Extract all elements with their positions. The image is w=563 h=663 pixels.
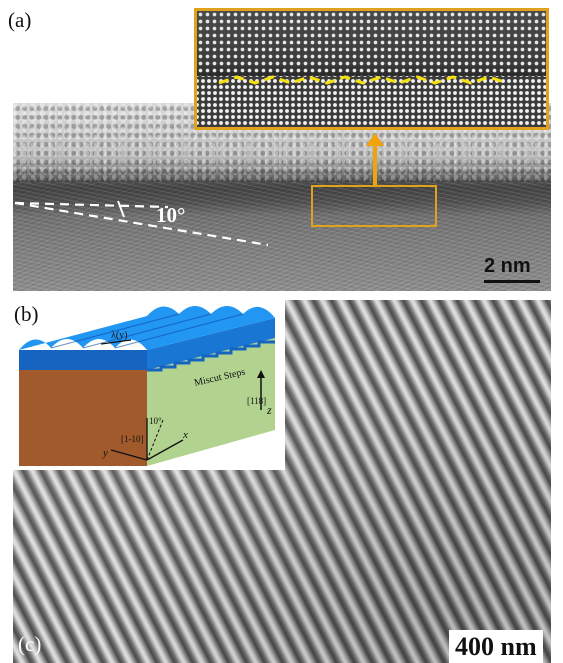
region-of-interest-box [311, 185, 437, 227]
zigzag-step-line [218, 75, 508, 85]
hrtem-image [13, 103, 551, 291]
interface-band [13, 170, 551, 216]
film-side-face [147, 318, 275, 370]
horizontal-guide-line [14, 201, 169, 209]
direction-1-10-label: [1-10] [121, 434, 144, 444]
substrate-front-face [19, 370, 147, 466]
axis-z-label: z [266, 403, 272, 417]
zoom-arrow-shaft [373, 145, 377, 185]
miscut-angle-small-label: 10° [149, 416, 162, 426]
miscut-schematic: λ(y) Miscut Steps [118] z 10° [1-10] y x [13, 300, 285, 470]
panel-c-label: (c) [18, 632, 42, 656]
scale-bar-label-a: 2 nm [484, 255, 531, 277]
ripple-crests [50, 313, 244, 349]
axis-x [146, 439, 184, 461]
wavelength-label: λ(y) [111, 330, 128, 341]
scale-bar-label-c: 400 nm [449, 630, 543, 663]
axis-y-label: y [102, 447, 108, 459]
zoomed-inset [194, 8, 549, 130]
z-axis-arrow-head [257, 370, 265, 378]
zoom-arrow-icon [366, 133, 384, 146]
miscut-steps [147, 340, 275, 372]
film-front-face [19, 350, 147, 370]
angle-guide-lines [14, 200, 269, 247]
direction-118-label: [118] [247, 396, 266, 406]
panel-a-label: (a) [8, 8, 32, 32]
tilted-guide-line [14, 201, 269, 247]
axis-y [110, 449, 148, 461]
miscut-angle-label: 10° [156, 203, 186, 227]
axis-x-label: x [182, 429, 188, 441]
wavelength-arrow [100, 339, 132, 345]
angle-arc-mark [117, 200, 125, 218]
panel-b-label: (b) [14, 302, 39, 326]
substrate-side-face [147, 338, 275, 466]
scale-bar-a [484, 280, 540, 283]
crystal-lattice [13, 181, 551, 291]
axis-tilted [146, 419, 164, 461]
